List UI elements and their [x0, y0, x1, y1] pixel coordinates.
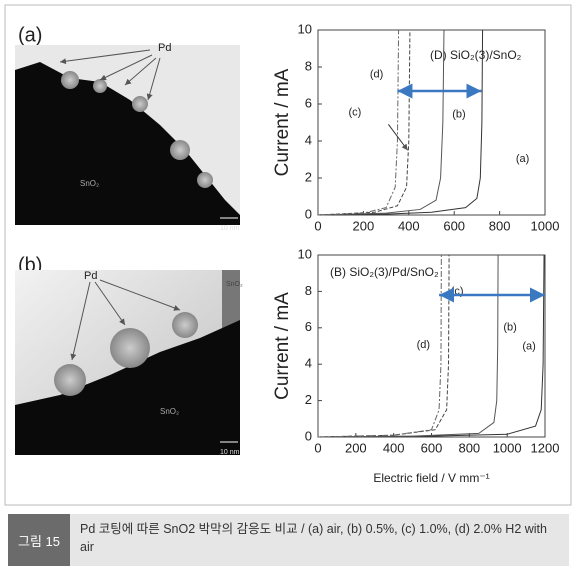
x-tick-label: 0 [314, 440, 321, 455]
image-text: 10 nm [220, 225, 240, 232]
image-text: Pd [158, 42, 171, 54]
series-line [317, 29, 445, 216]
figure: (a) (b) Pd SnO₂ 10 nm Pd SnO₂ SnO₂ 10 nm… [4, 4, 572, 506]
y-tick-label: 6 [305, 95, 312, 110]
curve-label: (d) [417, 339, 430, 351]
x-tick-label: 600 [443, 218, 465, 233]
y-tick-label: 6 [305, 319, 312, 334]
series-line [317, 254, 545, 438]
curve-label: (a) [516, 153, 529, 165]
series-line [317, 29, 484, 216]
series-line [317, 29, 400, 216]
panel-label: (a) [18, 24, 42, 46]
x-tick-label: 800 [489, 218, 511, 233]
x-tick-label: 1000 [531, 218, 560, 233]
curve-label: (b) [503, 321, 516, 333]
x-tick-label: 800 [458, 440, 480, 455]
pointer [387, 124, 409, 151]
caption-text: Pd 코팅에 따른 SnO2 박막의 감응도 비교 / (a) air, (b)… [80, 522, 547, 554]
plot-frame [317, 254, 546, 438]
y-axis-label: Current / mA [272, 292, 293, 400]
image-text: SnO₂ [226, 281, 243, 288]
image-text: SnO₂ [80, 179, 99, 188]
frame [4, 4, 572, 506]
y-tick-label: 0 [305, 206, 312, 221]
annotation: (B) SiO₂(3)/Pd/SnO₂ [330, 265, 439, 279]
caption-label: 그림 15 [8, 514, 70, 566]
y-tick-label: 10 [298, 21, 312, 36]
y-tick-label: 8 [305, 283, 312, 298]
curve-label: (c) [349, 106, 362, 118]
curve-label: (a) [522, 340, 535, 352]
series-line [317, 29, 411, 216]
tem-image-a: Pd SnO₂ 10 nm [15, 42, 240, 232]
x-tick-label: 200 [345, 440, 367, 455]
annotation: (D) SiO₂(3)/SnO₂ [430, 48, 522, 62]
image-text: 10 nm [220, 449, 240, 456]
y-tick-label: 4 [305, 132, 312, 147]
y-tick-label: 8 [305, 58, 312, 73]
curve-label: (d) [370, 68, 383, 80]
y-tick-label: 10 [298, 246, 312, 261]
tem-image-b: Pd SnO₂ SnO₂ 10 nm [15, 270, 243, 456]
series-line [317, 254, 499, 438]
x-tick-label: 400 [383, 440, 405, 455]
x-tick-label: 400 [398, 218, 420, 233]
curve-label: (b) [452, 108, 465, 120]
x-tick-label: 600 [421, 440, 443, 455]
caption: 그림 15 Pd 코팅에 따른 SnO2 박막의 감응도 비교 / (a) ai… [8, 514, 569, 566]
image-text: Pd [84, 270, 97, 282]
series-line [317, 254, 442, 438]
plot-frame [317, 29, 546, 216]
x-tick-label: 1200 [531, 440, 560, 455]
y-tick-label: 2 [305, 392, 312, 407]
y-axis-label: Current / mA [272, 68, 293, 176]
y-tick-label: 0 [305, 428, 312, 443]
image-text: SnO₂ [160, 407, 179, 416]
series-line [317, 254, 450, 438]
y-tick-label: 4 [305, 356, 312, 371]
x-tick-label: 1000 [493, 440, 522, 455]
y-tick-label: 2 [305, 169, 312, 184]
x-axis-label: Electric field / V mm⁻¹ [373, 471, 489, 485]
x-tick-label: 200 [353, 218, 375, 233]
x-tick-label: 0 [314, 218, 321, 233]
